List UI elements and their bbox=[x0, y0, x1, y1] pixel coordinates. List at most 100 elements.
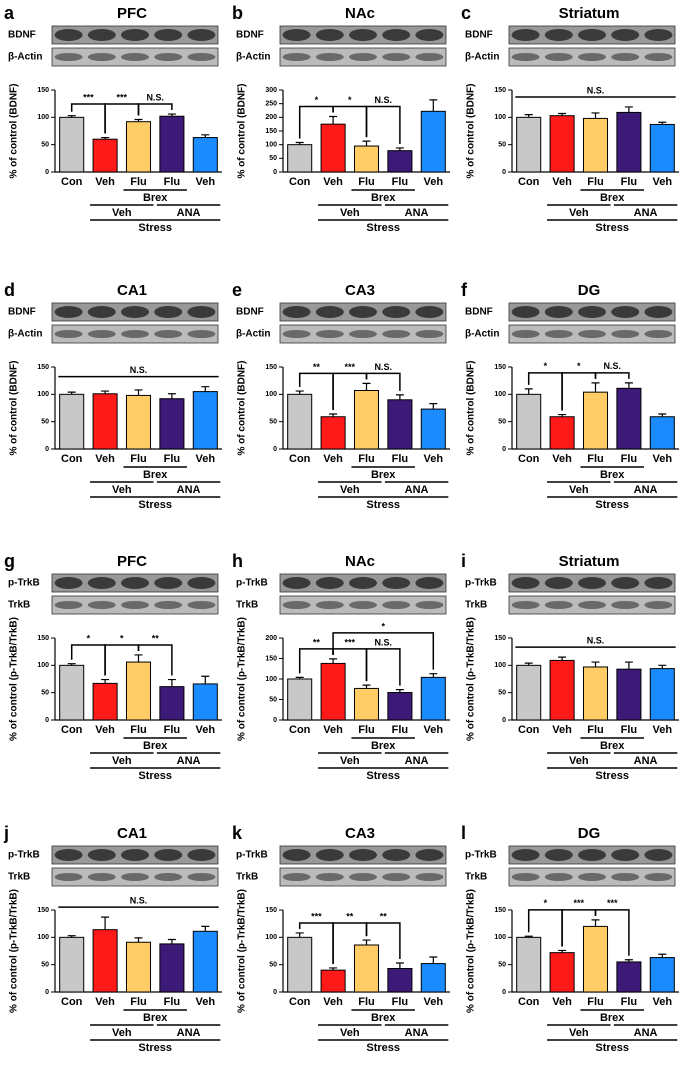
bar bbox=[192, 930, 218, 993]
x-tick-label: Veh bbox=[323, 996, 343, 1008]
bar bbox=[353, 145, 380, 173]
error-bar bbox=[558, 656, 567, 661]
error-bar bbox=[295, 676, 304, 679]
group-label: Brex bbox=[143, 740, 168, 752]
panel-letter: j bbox=[3, 823, 9, 843]
group-label: Brex bbox=[600, 469, 625, 481]
bar bbox=[582, 391, 609, 450]
blot-band bbox=[415, 577, 444, 589]
panel-letter: d bbox=[4, 280, 15, 300]
panel-letter: l bbox=[461, 823, 466, 843]
blot-band bbox=[121, 849, 149, 861]
blot-band bbox=[87, 29, 116, 41]
y-tick-label: 200 bbox=[265, 114, 277, 121]
significance-label: N.S. bbox=[146, 92, 164, 102]
blot-band bbox=[415, 849, 444, 861]
x-tick-label: Con bbox=[289, 176, 311, 188]
significance-label: N.S. bbox=[374, 362, 392, 372]
blot-band bbox=[415, 330, 444, 338]
blot-label: β-Actin bbox=[8, 329, 42, 340]
blot-band bbox=[54, 53, 83, 61]
y-tick-label: 0 bbox=[45, 169, 49, 176]
x-tick-label: Flu bbox=[164, 996, 181, 1008]
blot-band bbox=[511, 306, 540, 318]
x-tick-label: Flu bbox=[130, 724, 147, 736]
error-bar bbox=[67, 935, 76, 938]
x-tick-label: Flu bbox=[621, 996, 638, 1008]
bar bbox=[549, 115, 575, 173]
y-tick-label: 250 bbox=[265, 101, 277, 108]
y-tick-label: 300 bbox=[265, 87, 277, 94]
blot-band bbox=[87, 306, 116, 318]
y-tick-label: 100 bbox=[265, 676, 277, 683]
significance-label: * bbox=[348, 95, 352, 105]
blot-band bbox=[611, 330, 640, 338]
blot-band bbox=[87, 849, 116, 861]
x-tick-label: Veh bbox=[424, 176, 444, 188]
y-tick-label: 50 bbox=[41, 142, 49, 149]
blot-band bbox=[187, 330, 216, 338]
blot-band bbox=[282, 873, 311, 881]
error-bar bbox=[295, 141, 304, 145]
significance-label: * bbox=[577, 361, 581, 371]
blot-band bbox=[349, 577, 377, 589]
blot-band bbox=[415, 601, 444, 609]
x-tick-label: Veh bbox=[196, 453, 216, 465]
x-tick-label: Flu bbox=[587, 176, 604, 188]
blot-band bbox=[611, 601, 640, 609]
blot-band bbox=[54, 330, 83, 338]
significance-label: N.S. bbox=[374, 95, 392, 105]
blot-label: BDNF bbox=[8, 307, 36, 318]
group-label: Veh bbox=[340, 755, 360, 767]
x-tick-label: Veh bbox=[323, 176, 343, 188]
panel-title: Striatum bbox=[559, 553, 620, 570]
panel: b NAc BDNF β-Actin % of control (BDNF) 0 50 100… bbox=[232, 3, 450, 234]
group-label: Brex bbox=[371, 469, 396, 481]
panel: f DG BDNF β-Actin % of control (BDNF) 0 50 100 1… bbox=[461, 280, 679, 511]
blot-band bbox=[544, 330, 573, 338]
group-label: Brex bbox=[600, 740, 625, 752]
panel-letter: c bbox=[461, 3, 471, 23]
x-tick-label: Veh bbox=[653, 996, 673, 1008]
error-bar bbox=[591, 382, 600, 393]
bar bbox=[516, 393, 542, 450]
bar bbox=[649, 668, 675, 721]
x-tick-label: Con bbox=[61, 453, 83, 465]
blot-band bbox=[578, 601, 606, 609]
y-axis-label: % of control (BDNF) bbox=[237, 84, 248, 179]
group-label: Veh bbox=[569, 207, 589, 219]
blot-band bbox=[282, 29, 311, 41]
y-axis-label: % of control (p-TrkB/TrkB) bbox=[237, 617, 248, 741]
blot-band bbox=[315, 306, 344, 318]
bar bbox=[649, 416, 675, 450]
y-tick-label: 150 bbox=[494, 87, 506, 94]
error-bar bbox=[558, 413, 567, 417]
bar bbox=[616, 961, 642, 993]
blot-band bbox=[87, 330, 116, 338]
x-tick-label: Veh bbox=[653, 724, 673, 736]
bar bbox=[125, 394, 152, 450]
blot-band bbox=[154, 29, 183, 41]
group-label: Stress bbox=[595, 770, 629, 782]
group-label: Veh bbox=[112, 755, 132, 767]
y-tick-label: 150 bbox=[265, 907, 277, 914]
y-tick-label: 100 bbox=[37, 391, 49, 398]
bar bbox=[387, 399, 413, 450]
blot-band bbox=[644, 53, 673, 61]
significance-label: *** bbox=[117, 92, 128, 102]
significance-label: * bbox=[87, 633, 91, 643]
bar bbox=[59, 936, 85, 993]
blot-band bbox=[282, 53, 311, 61]
panel-letter: h bbox=[232, 551, 243, 571]
bar bbox=[549, 416, 575, 450]
panel: l DG p-TrkB TrkB % of control (p-TrkB/TrkB) 0… bbox=[461, 823, 679, 1054]
blot-band bbox=[121, 577, 149, 589]
group-label: ANA bbox=[405, 755, 429, 767]
blot-band bbox=[544, 873, 573, 881]
blot-band bbox=[511, 330, 540, 338]
significance-label: ** bbox=[313, 637, 321, 647]
x-tick-label: Con bbox=[289, 453, 311, 465]
blot-band bbox=[544, 53, 573, 61]
y-tick-label: 0 bbox=[45, 717, 49, 724]
bar bbox=[582, 925, 609, 993]
